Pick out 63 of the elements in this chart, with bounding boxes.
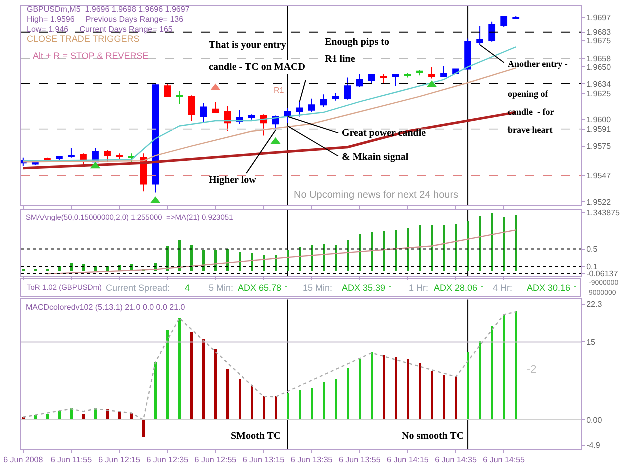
annotation: SMooth TC	[231, 431, 282, 442]
annotation: High= 1.9596 Previous Days Range= 136	[27, 15, 184, 24]
y-tick-label: 1.9697	[586, 13, 612, 22]
annotation: GBPUSDm,M5 1.9696 1.9698 1.9696 1.9697	[27, 5, 190, 14]
annotation: R1	[274, 86, 285, 95]
annotation: That is your entry	[209, 40, 286, 51]
annotation: Another entry -	[508, 59, 568, 69]
x-tick-label: 6 Jun 11:55	[50, 456, 93, 465]
text: 4	[185, 283, 190, 293]
x-tick-label: 6 Jun 13:15	[242, 456, 286, 465]
annotation: candle - TC on MACD	[209, 62, 306, 73]
annotation: brave heart	[508, 125, 553, 135]
annotation: MACDcoloredv102 (5.13.1) 21.0 0.0 0.0 21.0	[26, 303, 186, 312]
annotation: Low= 1.946 Current Days Range= 165	[27, 25, 174, 34]
text: 5 Min:	[209, 283, 234, 293]
text: 4 Hr:	[493, 283, 513, 293]
y-tick-label: 1.9522	[586, 198, 612, 207]
annotation: No smooth TC	[402, 431, 464, 442]
y-tick-label: 0.1	[586, 262, 598, 272]
annotation: R1 line	[325, 54, 356, 65]
y-tick-label: 1.9591	[586, 125, 612, 134]
x-tick-label: 6 Jun 14:35	[435, 456, 478, 465]
text: 15 Min:	[303, 283, 333, 293]
y-tick-label: 1.9650	[586, 62, 612, 72]
text: ADX 30.16 ↑	[527, 283, 578, 293]
x-tick-label: 6 Jun 12:55	[194, 456, 238, 465]
y-tick-label: 1.343875	[586, 208, 621, 218]
y-tick-label: 1.9675	[586, 36, 612, 46]
y-tick-label: 1.9658	[586, 54, 612, 64]
x-tick-label: 6 Jun 12:15	[98, 456, 141, 465]
x-tick-label: 6 Jun 13:55	[338, 456, 382, 465]
text: ADX 28.06 ↑	[434, 283, 485, 293]
annotation: No Upcoming news for next 24 hours	[294, 190, 459, 201]
annotation: Alt + R = STOP & REVERSE	[33, 51, 149, 61]
x-tick-label: 6 Jun 12:35	[146, 456, 190, 465]
y-tick-label: 1.9625	[586, 89, 612, 98]
y-tick-label: 1.9575	[586, 142, 612, 152]
annotation: Great power candle	[342, 128, 427, 139]
text: 1 Hr:	[409, 283, 429, 293]
y-tick-label: -0.06137	[586, 269, 619, 278]
x-tick-label: 6 Jun 13:35	[290, 456, 334, 465]
x-tick-label: 6 Jun 2008	[4, 456, 44, 465]
text: ADX 65.78 ↑	[238, 283, 289, 293]
y-tick-label: 22.3	[586, 300, 603, 310]
y-tick-label: 1.9634	[586, 80, 612, 89]
y-tick-label: 0.5	[586, 245, 598, 254]
text: ADX 35.39 ↑	[342, 283, 393, 293]
x-tick-label: 6 Jun 14:55	[483, 456, 526, 465]
text: Current Spread:	[106, 283, 170, 293]
annotation: opening of	[508, 89, 550, 99]
annotation: Enough pips to	[325, 37, 390, 48]
y-tick-label: -4.9	[586, 441, 601, 450]
y-tick-label: 1.9683	[586, 28, 612, 38]
annotation: CLOSE TRADE TRIGGERS	[27, 34, 140, 44]
y-tick-label: 0.00	[586, 416, 603, 425]
annotation: -2	[527, 364, 537, 376]
annotation: candle - for	[508, 107, 554, 117]
x-tick-label: 6 Jun 14:15	[387, 456, 430, 465]
annotation: & Mkain signal	[342, 152, 409, 163]
y-tick-label: 1.9600	[586, 116, 612, 125]
y-tick-label: 15	[586, 338, 596, 348]
y-tick-label: 1.9547	[586, 172, 612, 181]
annotation: Higher low	[209, 175, 258, 186]
